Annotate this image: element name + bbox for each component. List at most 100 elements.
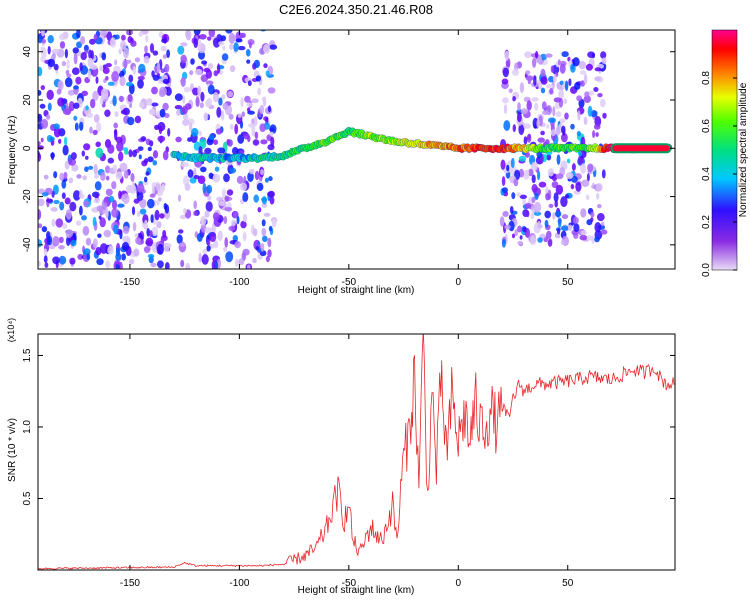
spectrogram-cell — [509, 206, 514, 214]
spectrogram-cell — [162, 54, 167, 59]
spectrogram-cell — [152, 150, 159, 159]
spectrogram-cell — [253, 59, 260, 69]
spectrogram-cell — [235, 258, 239, 267]
spectrogram-cell — [226, 189, 234, 196]
spectrogram-cell — [197, 38, 202, 50]
spectrogram-cell — [517, 111, 522, 123]
spectrogram-cell — [90, 98, 96, 109]
spectrogram-cell — [211, 260, 216, 269]
spectrogram-cell — [560, 225, 569, 231]
spectrogram-cell — [105, 208, 109, 219]
spectrogram-cell — [552, 74, 557, 84]
spectrogram-cell — [193, 210, 198, 216]
spectrogram-cell — [151, 185, 155, 196]
spectrogram-cell — [178, 242, 186, 247]
spectrogram-cell — [177, 45, 185, 55]
spectrogram-cell — [164, 63, 170, 73]
spectrogram-cell — [236, 175, 244, 184]
spectrogram-cell — [526, 100, 532, 111]
spectrogram-cell — [554, 200, 558, 208]
spectrogram-cell — [247, 110, 255, 115]
spectrogram-cell — [138, 31, 144, 37]
spectrogram-cell — [77, 253, 84, 260]
snr-plot-area — [38, 334, 675, 570]
spectrogram-cell — [184, 183, 191, 191]
x-tick-label: -100 — [229, 578, 249, 589]
spectrogram-cell — [85, 105, 89, 111]
spectrogram-cell — [180, 259, 185, 268]
x-tick-label: -150 — [120, 578, 140, 589]
spectrogram-cell — [241, 111, 245, 117]
spectrogram-cell — [93, 163, 98, 175]
spectrogram-cell — [112, 199, 117, 210]
spectrogram-cell — [76, 30, 81, 39]
spectrogram-cell — [560, 240, 565, 245]
spectrogram-cell — [182, 113, 189, 120]
spectrogram-cell — [585, 194, 590, 201]
spectrogram-cell — [212, 173, 221, 183]
spectrogram-cell — [221, 53, 229, 61]
spectrogram-cell — [570, 63, 576, 73]
spectrogram-cell — [231, 219, 236, 227]
spectrogram-cell — [208, 134, 215, 141]
spectrogram-cell — [105, 188, 113, 196]
spectrogram-cell — [89, 38, 96, 45]
spectrogram-cell — [41, 38, 47, 44]
spectrogram-cell — [142, 179, 149, 186]
spectrogram-cell — [503, 120, 511, 131]
spectrogram-cell — [206, 184, 213, 194]
spectrogram-cell — [96, 205, 104, 212]
spectrogram-cell — [269, 124, 277, 134]
spectrogram-cell — [40, 55, 46, 63]
spectrogram-cell — [119, 76, 126, 87]
spectrogram-cell — [197, 85, 202, 97]
spectrogram-cell — [99, 243, 108, 254]
spectrogram-cell — [145, 99, 153, 106]
spectrogram-cell — [137, 75, 145, 81]
spectrogram-cell — [47, 45, 51, 55]
spectrogram-cell — [38, 152, 42, 162]
spectrogram-cell — [535, 51, 539, 59]
spectrogram-cell — [260, 139, 268, 145]
spectrogram-cell — [178, 229, 184, 234]
x-tick-label: -50 — [342, 277, 357, 288]
spectrogram-cell — [57, 81, 63, 89]
spectrogram-cell — [150, 262, 157, 268]
colorbar-scale — [711, 29, 738, 271]
spectrogram-cell — [198, 50, 205, 60]
spectrogram-cell — [533, 211, 542, 216]
spectrogram-cell — [501, 78, 509, 85]
spectrogram-cell — [121, 241, 130, 251]
spectrogram-cell — [561, 214, 569, 220]
spectrogram-cell — [523, 123, 531, 129]
spectrogram-cell — [183, 86, 191, 93]
spectrogram-cell — [166, 49, 171, 58]
spectrogram-cell — [223, 216, 228, 225]
spectrogram-cell — [209, 232, 217, 243]
spectrogram-cell — [242, 192, 249, 203]
spectrogram-cell — [202, 248, 208, 255]
spectrogram-cell — [102, 67, 110, 74]
spectrogram-cell — [140, 136, 147, 142]
spectrogram-cell — [89, 126, 93, 134]
spectrogram-cell — [595, 182, 603, 192]
spectrogram-cell — [534, 102, 539, 111]
spectrogram-cell — [161, 183, 166, 192]
spectrogram-cell — [548, 203, 554, 208]
spectrogram-cell — [257, 87, 262, 96]
spectrogram-cell — [124, 150, 129, 155]
spectrogram-cell — [148, 108, 156, 116]
spectrogram-cell — [555, 173, 564, 180]
spectrogram-cell — [158, 125, 163, 135]
y-tick-label: 0 — [22, 145, 33, 151]
spectrogram-cell — [232, 211, 238, 219]
spectrogram-cell — [243, 175, 247, 184]
spectrogram-cell — [75, 76, 82, 85]
spectrogram-cell — [526, 133, 532, 143]
spectrogram-cell — [120, 40, 127, 50]
spectrogram-cell — [261, 196, 267, 205]
spectrogram-cell — [68, 101, 75, 112]
spectrogram-cell — [52, 256, 60, 265]
spectrogram-cell — [531, 196, 536, 204]
spectrogram-cell — [265, 255, 270, 263]
